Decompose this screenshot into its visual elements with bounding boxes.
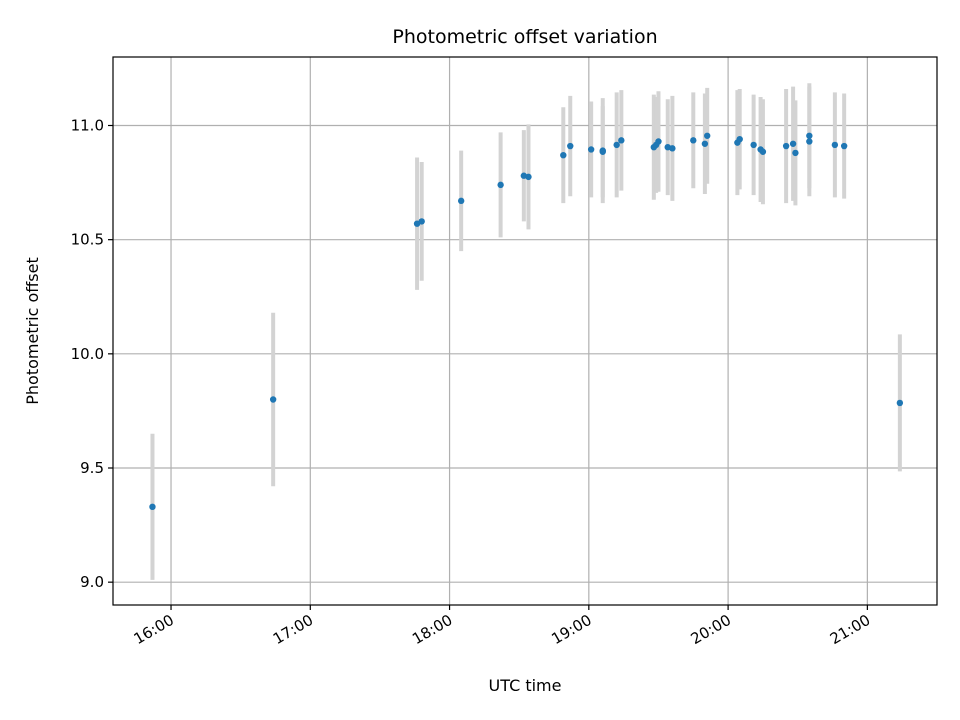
data-point [269, 396, 277, 403]
data-point [831, 141, 839, 149]
data-point [560, 151, 567, 159]
x-axis-label: UTC time [489, 676, 562, 695]
data-point [806, 138, 813, 145]
y-tick-label: 10.5 [71, 231, 104, 249]
data-point [782, 142, 790, 150]
grid-lines [113, 57, 937, 605]
data-point [806, 132, 813, 139]
data-point [655, 138, 662, 145]
data-point [840, 142, 848, 150]
data-point [599, 148, 606, 155]
data-point [750, 141, 757, 149]
y-tick-label: 10.0 [71, 345, 104, 363]
data-point [567, 142, 574, 150]
y-axis-label: Photometric offset [23, 257, 42, 405]
data-point [704, 132, 711, 139]
y-tick-label: 9.0 [80, 573, 104, 591]
data-point [701, 140, 709, 147]
data-point [669, 145, 676, 152]
data-point [618, 137, 625, 144]
data-point [759, 148, 767, 155]
data-point [587, 146, 595, 153]
y-tick-label: 11.0 [71, 117, 104, 135]
data-point [613, 141, 620, 149]
data-point [792, 149, 799, 157]
data-point [690, 137, 697, 144]
data-point [525, 173, 532, 181]
y-tick-label: 9.5 [80, 459, 104, 477]
y-axis-ticks: 9.0 9.5 10.0 10.5 11.0 [71, 117, 113, 591]
data-points [149, 132, 904, 511]
data-point [497, 181, 504, 189]
data-point [418, 218, 425, 225]
data-point [149, 503, 156, 511]
data-point [896, 399, 904, 407]
plot-area-frame [112, 56, 938, 606]
data-point [789, 140, 797, 147]
data-point [457, 197, 465, 205]
chart-title: Photometric offset variation [392, 26, 657, 48]
data-point [736, 136, 743, 143]
